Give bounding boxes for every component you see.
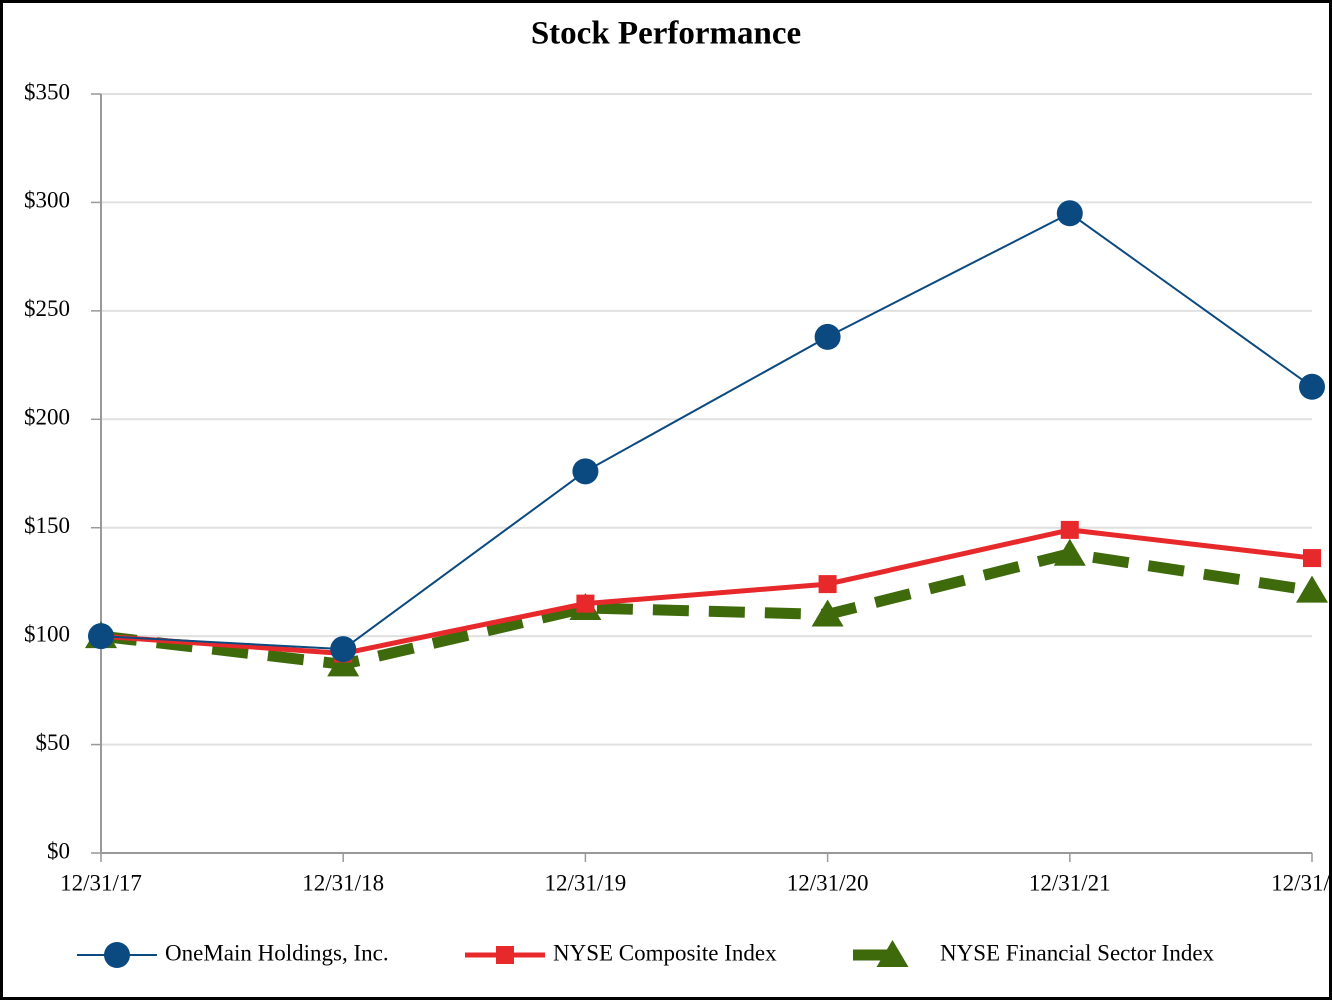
chart-title: Stock Performance: [531, 16, 801, 52]
y-tick-label: $300: [24, 188, 70, 213]
legend-label: NYSE Financial Sector Index: [940, 940, 1215, 965]
point: [1053, 538, 1086, 566]
legend-marker: [496, 946, 514, 964]
point: [1303, 549, 1321, 568]
x-tick-label: 12/31/19: [545, 870, 627, 895]
point: [576, 594, 595, 613]
point: [1060, 520, 1079, 539]
point: [1056, 200, 1083, 227]
point: [572, 458, 599, 485]
point: [327, 649, 360, 677]
point: [1299, 373, 1325, 400]
legend-label: OneMain Holdings, Inc.: [165, 940, 389, 965]
point: [811, 599, 844, 627]
legend-marker: [104, 942, 130, 968]
legend-marker: [876, 940, 909, 967]
x-tick-label: 12/31/18: [302, 870, 384, 895]
x-tick-label: 12/31/17: [60, 870, 142, 895]
y-tick-label: $350: [24, 79, 70, 104]
series-line: [100, 527, 1313, 656]
point: [818, 575, 837, 594]
y-tick-label: $50: [36, 730, 71, 755]
legend-label: NYSE Composite Index: [553, 940, 777, 965]
x-tick-label: 12/31/20: [787, 870, 869, 895]
point: [330, 636, 357, 663]
point: [1296, 575, 1328, 603]
series-line: [100, 212, 1313, 651]
y-tick-label: $0: [47, 838, 70, 863]
x-tick-label: 12/31/22: [1271, 870, 1332, 895]
x-tick-label: 12/31/21: [1029, 870, 1111, 895]
y-tick-label: $150: [24, 513, 70, 538]
y-tick-label: $250: [24, 296, 70, 321]
point: [88, 623, 114, 650]
series-line: [100, 548, 1313, 670]
y-tick-label: $100: [24, 621, 70, 646]
y-tick-label: $200: [24, 405, 70, 430]
point: [814, 323, 841, 350]
